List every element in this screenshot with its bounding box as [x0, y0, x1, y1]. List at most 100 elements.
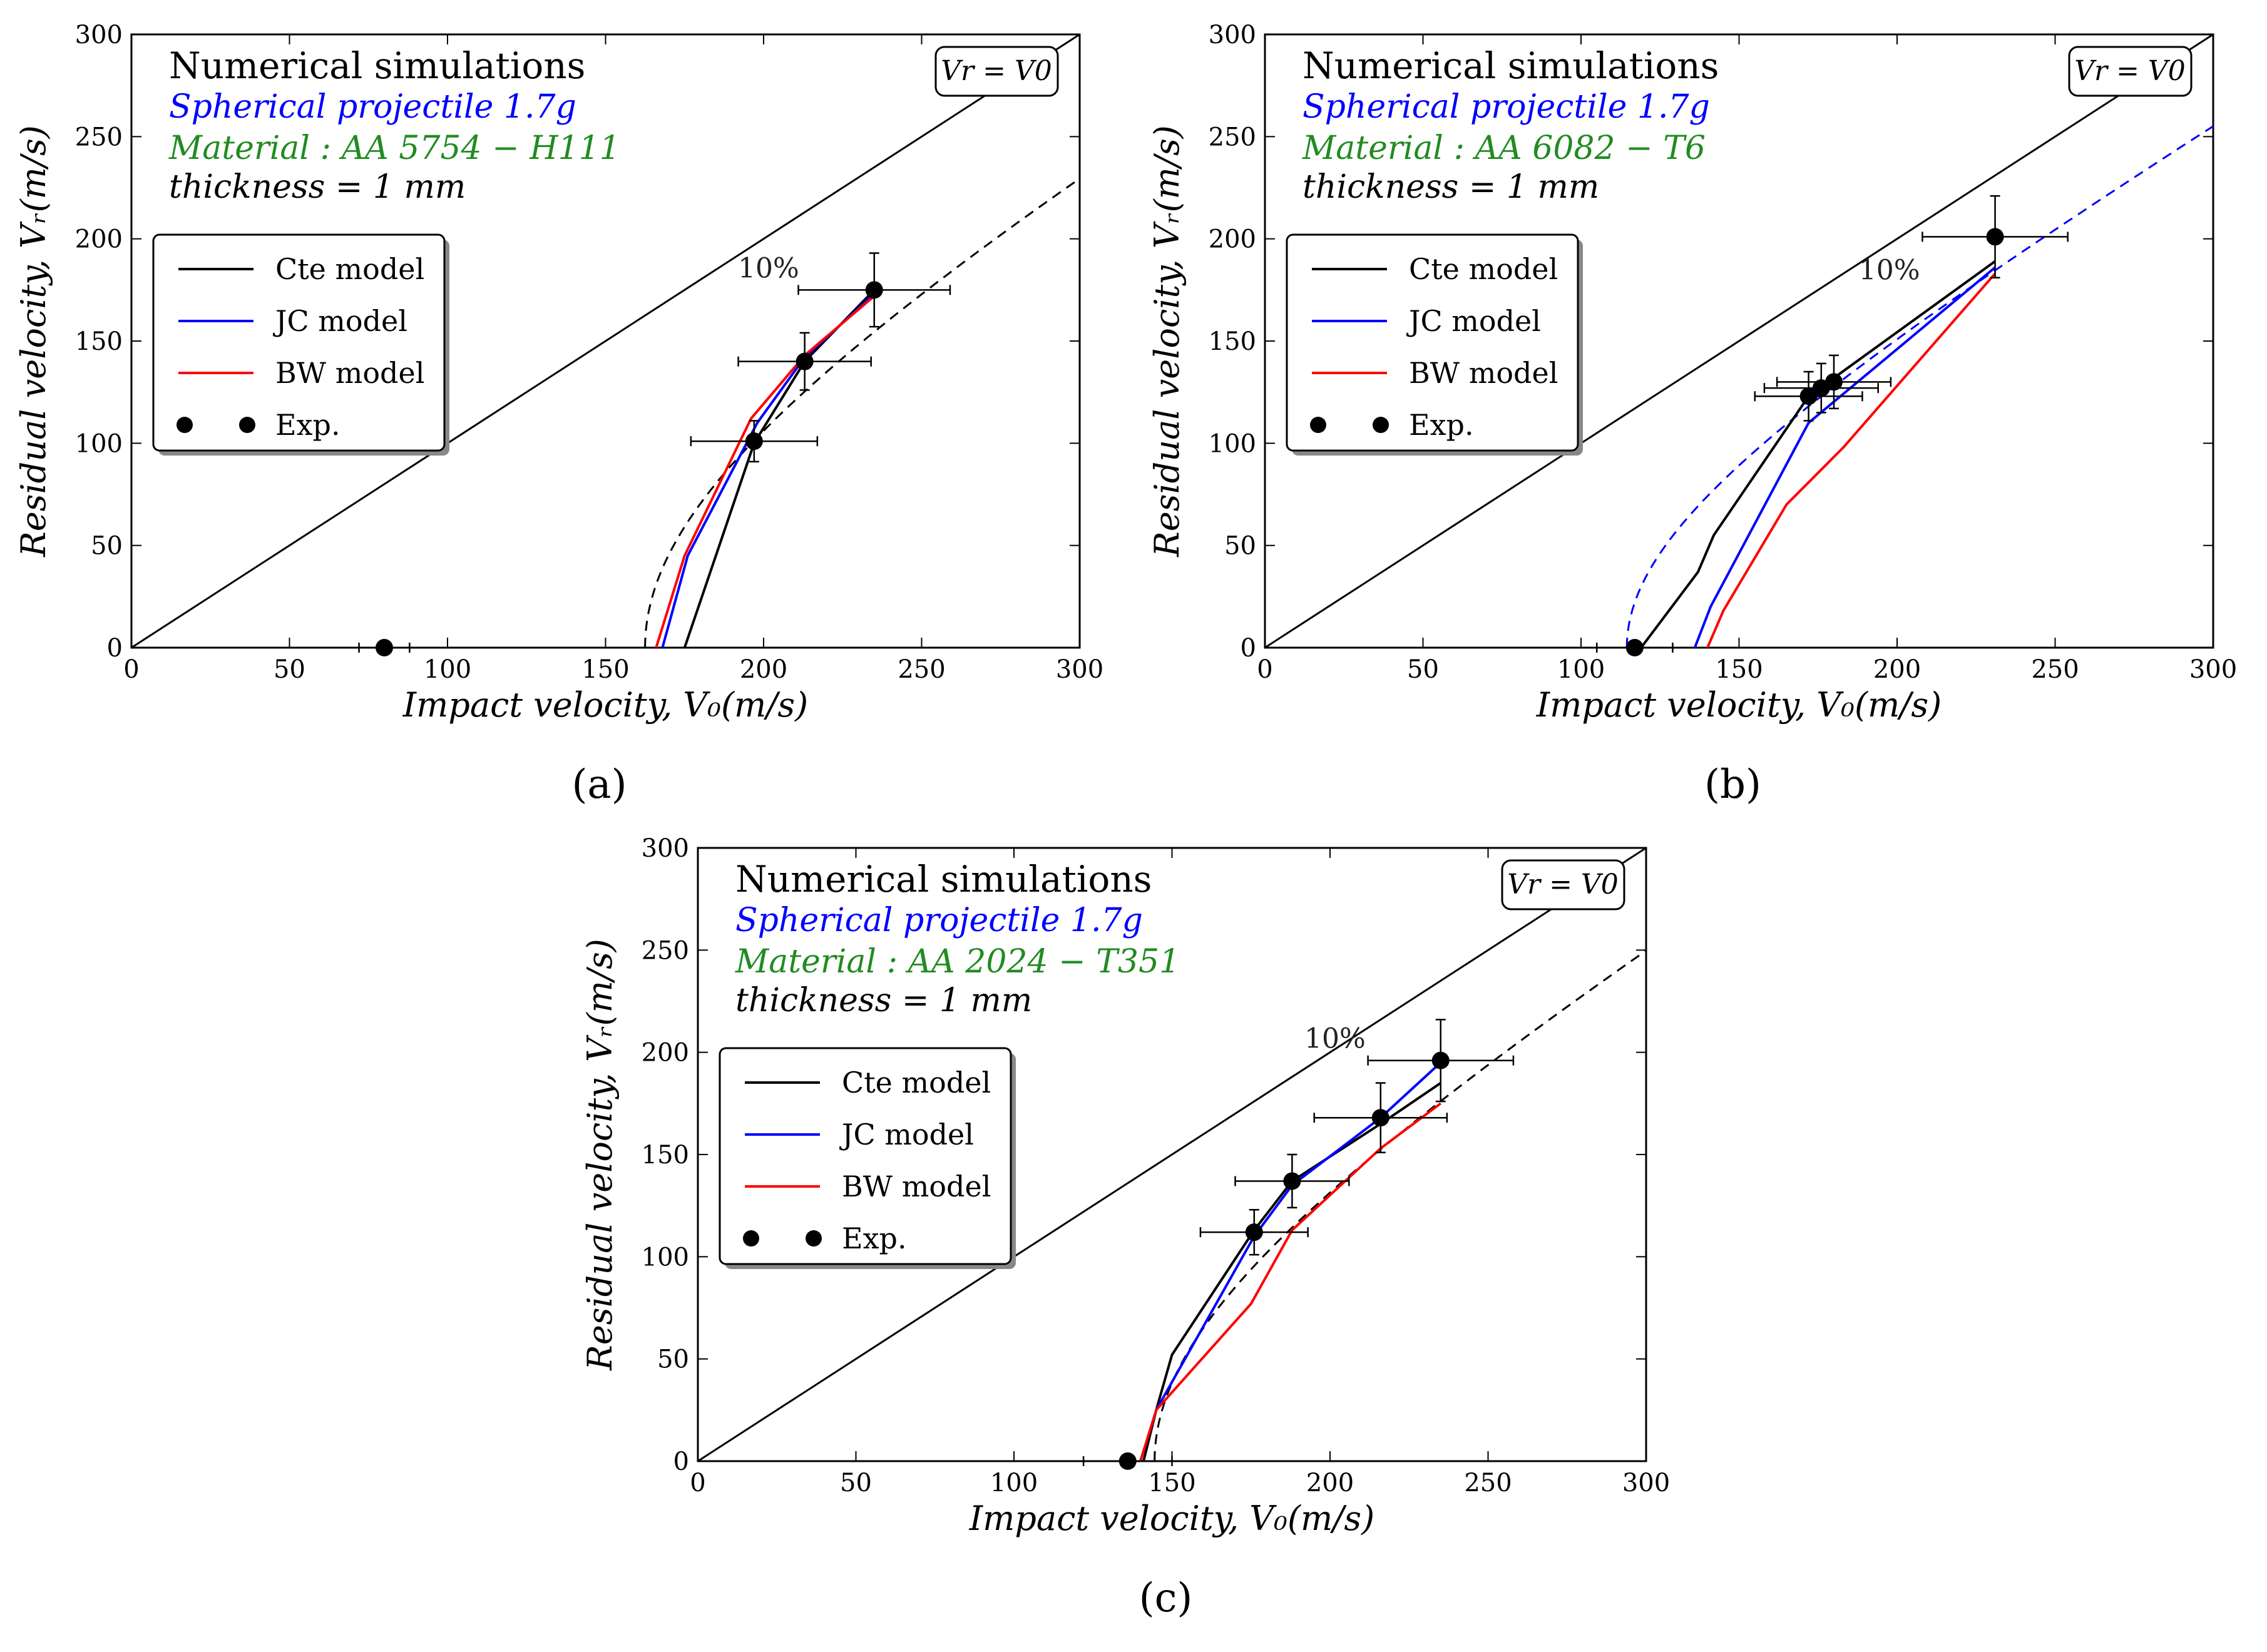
reference-box-label: Vr = V0	[941, 55, 1052, 87]
x-tick-label: 100	[990, 1469, 1038, 1497]
reference-box	[2068, 46, 2193, 97]
legend-marker	[177, 417, 193, 433]
exp-point	[1596, 639, 1674, 656]
y-tick-label: 50	[657, 1345, 689, 1374]
legend-label: JC model	[1406, 304, 1541, 338]
y-tick-label: 250	[1209, 123, 1256, 151]
fit-curve	[644, 178, 1080, 648]
projectile-label: Spherical projectile 1.7g	[169, 88, 576, 126]
y-tick-label: 250	[75, 123, 123, 151]
legend-label: Cte model	[842, 1066, 991, 1099]
x-tick-label: 100	[424, 655, 471, 684]
chart-svg: 0 50 100 150 200 250 300 0 50 100 150 200 250 300 Impa…	[580, 834, 1670, 1621]
y-tick-label: 200	[642, 1039, 689, 1068]
exp-point	[737, 332, 872, 391]
percent-label: 10%	[738, 252, 799, 284]
series-line-jc	[1693, 266, 1996, 648]
info-title: Numerical simulations	[169, 44, 585, 87]
info-title: Numerical simulations	[1302, 44, 1719, 87]
y-tick-label: 250	[642, 936, 689, 965]
exp-point	[1754, 370, 1863, 422]
chart-svg: 0 50 100 150 200 250 300 0 50 100 150 200 250 300 Impa…	[14, 21, 1103, 808]
legend	[1286, 233, 1579, 452]
chart-panel-c: 0 50 100 150 200 250 300 0 50 100 150 200 250 300 Impa…	[566, 813, 1693, 1627]
x-tick-label: 250	[1464, 1469, 1512, 1497]
x-axis-label: Impact velocity, V₀(m/s)	[402, 685, 808, 725]
info-title: Numerical simulations	[735, 858, 1152, 900]
reference-line	[1265, 34, 2213, 648]
y-tick-label: 150	[642, 1141, 689, 1170]
series-line-bw	[1139, 1102, 1441, 1461]
percent-label: 10%	[1859, 254, 1920, 286]
x-axis-label: Impact velocity, V₀(m/s)	[1536, 685, 1942, 725]
reference-box	[1501, 859, 1625, 910]
material-label: Material : AA 5754 − H111	[168, 130, 620, 167]
x-tick-label: 150	[1148, 1469, 1195, 1497]
legend	[152, 233, 446, 452]
x-tick-label: 0	[123, 655, 139, 684]
exp-point	[1367, 1019, 1515, 1103]
x-tick-label: 300	[1056, 655, 1103, 684]
legend-label: Exp.	[275, 408, 340, 442]
thickness-label: thickness = 1 mm	[169, 168, 466, 206]
x-tick-label: 200	[740, 655, 787, 684]
reference-box-label: Vr = V0	[1507, 869, 1618, 900]
reference-line	[698, 848, 1646, 1461]
x-tick-label: 50	[274, 655, 305, 684]
y-tick-label: 300	[75, 21, 123, 49]
x-tick-label: 0	[690, 1469, 705, 1497]
x-axis-label: Impact velocity, V₀(m/s)	[969, 1499, 1374, 1538]
legend-label: Exp.	[842, 1221, 907, 1255]
panel-label: (a)	[571, 762, 627, 808]
legend-marker	[1373, 417, 1389, 433]
fit-curve	[1625, 125, 2213, 648]
y-tick-label: 0	[107, 634, 123, 663]
material-label: Material : AA 2024 − T351	[735, 943, 1180, 981]
x-tick-label: 100	[1557, 655, 1605, 684]
x-tick-label: 0	[1257, 655, 1272, 684]
reference-line	[131, 34, 1080, 648]
chart-panel-b: 0 50 100 150 200 250 300 0 50 100 150 200 250 300 Impa…	[1134, 0, 2260, 813]
thickness-label: thickness = 1 mm	[1302, 168, 1599, 206]
exp-point	[1082, 1452, 1173, 1470]
series-line-jc	[661, 293, 876, 648]
fit-curve	[1154, 949, 1646, 1461]
series-line-bw	[1706, 272, 1997, 648]
legend-label: JC model	[839, 1118, 974, 1151]
y-axis-label: Residual velocity, Vᵣ(m/s)	[580, 939, 620, 1371]
series-line-cte	[1142, 1082, 1441, 1461]
legend-label: BW model	[1409, 356, 1558, 390]
thickness-label: thickness = 1 mm	[735, 982, 1032, 1019]
legend-label: Exp.	[1409, 408, 1474, 442]
y-tick-label: 300	[1209, 21, 1256, 49]
y-tick-label: 100	[642, 1243, 689, 1272]
chart-panel-a: 0 50 100 150 200 250 300 0 50 100 150 200 250 300 Impa…	[0, 0, 1127, 813]
exp-point	[1313, 1082, 1448, 1153]
chart-svg: 0 50 100 150 200 250 300 0 50 100 150 200 250 300 Impa…	[1147, 21, 2237, 808]
series-line-bw	[655, 295, 876, 648]
y-tick-label: 50	[91, 532, 123, 561]
projectile-label: Spherical projectile 1.7g	[735, 902, 1143, 939]
projectile-label: Spherical projectile 1.7g	[1302, 88, 1710, 126]
exp-point	[1922, 195, 2069, 278]
exp-point	[1776, 354, 1892, 410]
series-line-cte	[683, 288, 876, 648]
x-tick-label: 150	[581, 655, 629, 684]
y-tick-label: 100	[75, 429, 123, 458]
legend-label: Cte model	[1409, 252, 1558, 286]
x-tick-label: 50	[840, 1469, 872, 1497]
exp-point	[797, 252, 951, 328]
y-tick-label: 50	[1224, 532, 1256, 561]
exp-point	[1199, 1208, 1309, 1256]
x-tick-label: 200	[1873, 655, 1921, 684]
y-tick-label: 200	[75, 225, 123, 254]
legend-marker	[1310, 417, 1326, 433]
legend-label: Cte model	[275, 252, 424, 286]
x-tick-label: 150	[1715, 655, 1763, 684]
x-tick-label: 200	[1306, 1469, 1354, 1497]
y-tick-label: 0	[1241, 634, 1256, 663]
series-line-cte	[1640, 260, 1996, 648]
exp-point	[358, 639, 411, 656]
y-tick-label: 300	[642, 834, 689, 863]
y-tick-label: 150	[75, 327, 123, 356]
